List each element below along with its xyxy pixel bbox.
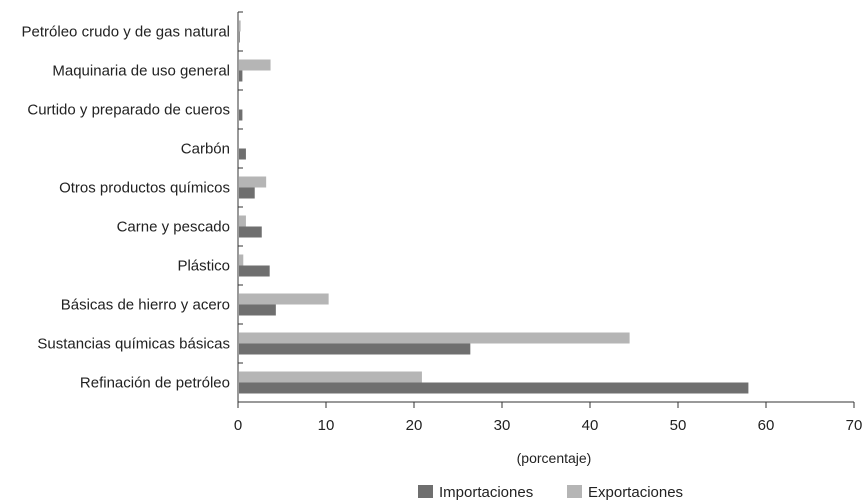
bar-exportaciones [239,59,271,71]
bar-exportaciones [239,371,422,383]
x-tick-label: 10 [318,417,335,434]
legend-label: Exportaciones [588,484,683,501]
bar-exportaciones [239,293,329,305]
legend-swatch [418,485,433,498]
x-tick-label: 20 [406,417,423,434]
bar-exportaciones [239,20,241,32]
bar-exportaciones [239,254,244,266]
bar-exportaciones [239,332,630,344]
legend: Importaciones Exportaciones [418,484,683,501]
legend-swatch [567,485,582,498]
x-tick-label: 50 [670,417,687,434]
x-axis-title: (porcentaje) [517,450,592,466]
category-labels: Petróleo crudo y de gas natural Maquinari… [22,24,230,392]
bar-importaciones [239,109,243,121]
x-tick-label: 0 [234,417,242,434]
bar-importaciones [239,265,270,277]
category-label: Otros productos químicos [59,180,230,197]
bar-importaciones [239,343,471,355]
category-label: Refinación de petróleo [80,375,230,392]
bar-importaciones [239,70,243,82]
category-label: Carne y pescado [117,219,230,236]
chart-axes [237,11,855,408]
bar-exportaciones [239,176,267,188]
bar-importaciones [239,31,240,43]
x-tick-labels: 0 10 20 30 40 50 60 70 [234,417,863,434]
bar-importaciones [239,148,246,160]
category-label: Plástico [177,258,230,275]
chart-bars [239,20,749,394]
x-tick-label: 70 [846,417,863,434]
category-label: Básicas de hierro y acero [61,297,230,314]
bar-importaciones [239,187,255,199]
bar-importaciones [239,226,262,238]
category-label: Carbón [181,141,230,158]
category-label: Sustancias químicas básicas [37,336,230,353]
x-tick-label: 30 [494,417,511,434]
x-tick-label: 40 [582,417,599,434]
bar-importaciones [239,304,276,316]
legend-label: Importaciones [439,484,533,501]
x-tick-label: 60 [758,417,775,434]
bar-importaciones [239,382,749,394]
category-label: Petróleo crudo y de gas natural [22,24,230,41]
bar-exportaciones [239,215,246,227]
category-label: Maquinaria de uso general [52,63,230,80]
category-label: Curtido y preparado de cueros [27,102,230,119]
